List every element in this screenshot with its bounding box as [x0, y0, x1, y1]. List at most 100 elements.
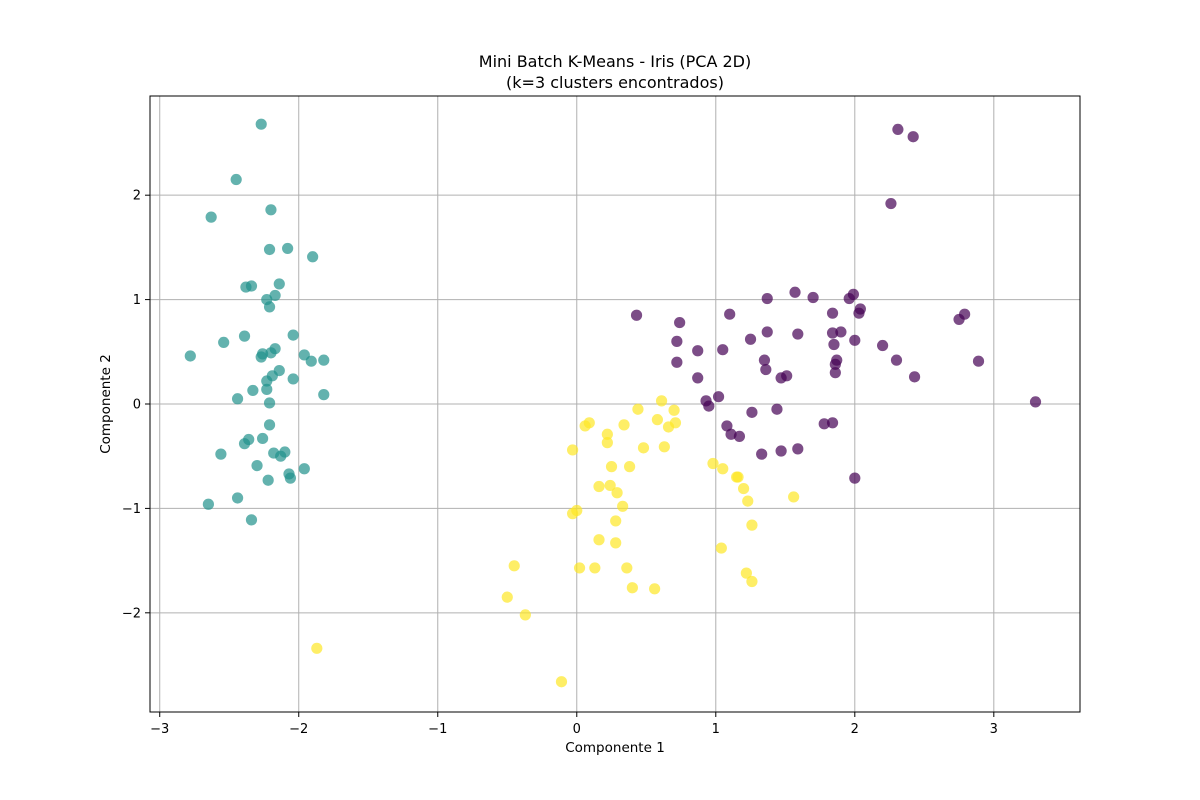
data-point	[853, 307, 865, 319]
y-tick-label: 2	[133, 189, 141, 204]
data-point	[618, 419, 630, 431]
data-point	[972, 355, 985, 367]
data-point	[637, 442, 650, 454]
data-point	[202, 498, 214, 510]
data-point	[692, 372, 704, 384]
x-tick-label: 0	[573, 722, 581, 737]
data-point	[746, 575, 758, 588]
data-point	[262, 474, 274, 486]
data-point	[781, 370, 793, 382]
data-point	[311, 642, 323, 654]
data-point	[567, 444, 579, 456]
data-point	[707, 457, 719, 470]
y-tick-label: −2	[122, 606, 141, 621]
data-point	[740, 567, 752, 579]
data-point	[775, 445, 787, 457]
data-point	[890, 354, 903, 366]
data-point	[245, 280, 258, 292]
data-point	[649, 583, 661, 595]
x-tick-label: −3	[150, 722, 169, 737]
data-point	[263, 243, 276, 256]
x-tick-label: −1	[428, 722, 447, 737]
data-point	[744, 333, 757, 345]
data-point	[721, 420, 733, 432]
data-point	[818, 418, 830, 430]
data-point	[215, 448, 227, 460]
data-point	[318, 354, 330, 366]
data-point	[892, 123, 904, 136]
data-point	[703, 400, 715, 412]
data-point	[567, 508, 579, 520]
data-point	[279, 446, 291, 458]
data-point	[255, 118, 267, 130]
data-point	[273, 278, 285, 290]
chart-subtitle: (k=3 clusters encontrados)	[506, 73, 724, 92]
data-point	[651, 414, 663, 426]
x-tick-label: 3	[990, 722, 998, 737]
data-point	[589, 562, 601, 574]
data-point	[501, 591, 513, 603]
data-point	[247, 384, 259, 397]
data-point	[284, 472, 297, 484]
data-point	[826, 417, 839, 429]
x-tick-label: 1	[712, 722, 720, 737]
data-point	[788, 491, 800, 503]
x-tick-label: 2	[851, 722, 859, 737]
data-point	[835, 326, 847, 338]
data-point	[771, 403, 783, 415]
y-axis-label: Componente 2	[98, 354, 114, 454]
data-point	[746, 406, 758, 418]
data-point	[263, 301, 276, 313]
y-tick-label: 0	[133, 398, 141, 413]
data-point	[829, 358, 841, 370]
chart-title: Mini Batch K-Means - Iris (PCA 2D)	[479, 52, 751, 71]
data-point	[849, 334, 861, 346]
data-point	[789, 286, 801, 298]
data-point	[601, 437, 613, 449]
data-point	[623, 461, 636, 473]
data-point	[742, 495, 754, 507]
data-point	[826, 307, 839, 319]
data-point	[231, 492, 244, 504]
data-point	[849, 472, 861, 484]
data-point	[251, 460, 263, 472]
data-point	[573, 562, 586, 574]
data-point	[715, 542, 727, 554]
data-point	[621, 562, 633, 574]
data-point	[605, 461, 618, 473]
data-point	[604, 479, 616, 492]
data-point	[617, 500, 629, 512]
data-point	[593, 480, 605, 493]
data-point	[184, 350, 196, 362]
data-point	[611, 487, 623, 499]
grid-lines	[150, 96, 1080, 712]
data-point	[717, 344, 729, 356]
data-point	[261, 375, 273, 387]
data-point	[674, 316, 686, 329]
data-point	[555, 676, 568, 688]
data-point	[307, 251, 319, 263]
data-point	[662, 421, 675, 433]
data-point	[265, 347, 277, 359]
data-point	[829, 367, 841, 379]
data-point	[269, 289, 281, 302]
data-point	[305, 355, 317, 367]
data-point	[737, 482, 750, 495]
axis-ticks: −3 −2 −1 0 1 2 3 −2 −1 0 1 2	[122, 189, 998, 737]
y-tick-label: 1	[133, 293, 141, 308]
data-point	[632, 403, 644, 415]
data-point	[746, 519, 758, 531]
data-point	[792, 443, 804, 455]
data-point	[671, 335, 683, 347]
data-point	[658, 441, 670, 453]
data-point	[630, 309, 643, 321]
data-point	[1029, 396, 1042, 408]
data-point	[692, 345, 704, 357]
data-point	[230, 173, 242, 186]
data-point	[519, 609, 531, 621]
data-point	[218, 336, 230, 348]
data-point	[263, 419, 276, 431]
data-point	[238, 438, 251, 450]
data-point	[828, 338, 840, 351]
